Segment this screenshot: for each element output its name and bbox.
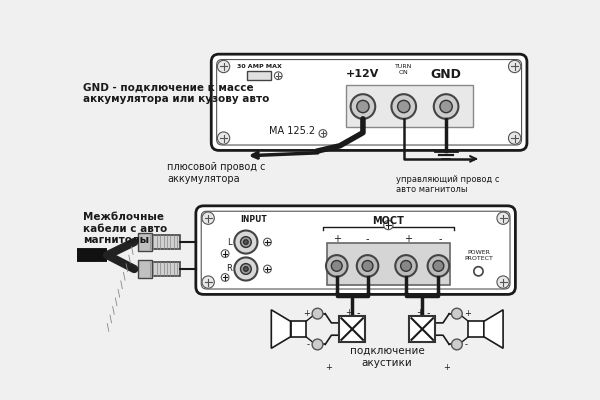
Circle shape <box>384 220 393 230</box>
Circle shape <box>217 60 230 73</box>
Circle shape <box>433 260 444 271</box>
Circle shape <box>241 264 251 274</box>
Bar <box>138 260 152 278</box>
Circle shape <box>263 238 271 246</box>
FancyBboxPatch shape <box>217 60 521 145</box>
Circle shape <box>274 72 282 80</box>
Circle shape <box>434 94 458 119</box>
Polygon shape <box>484 310 503 348</box>
Text: +: + <box>416 308 422 317</box>
Text: МА 125.2: МА 125.2 <box>269 126 315 136</box>
Circle shape <box>429 361 443 374</box>
Text: -: - <box>427 308 430 318</box>
Circle shape <box>263 265 271 273</box>
Text: R: R <box>226 264 232 274</box>
Bar <box>409 316 436 342</box>
Bar <box>327 243 450 285</box>
Circle shape <box>202 212 214 224</box>
Circle shape <box>319 130 327 137</box>
Bar <box>149 262 181 276</box>
FancyBboxPatch shape <box>201 211 510 289</box>
Text: МОСТ: МОСТ <box>373 216 404 226</box>
Polygon shape <box>271 310 290 348</box>
Circle shape <box>391 94 416 119</box>
Bar <box>346 85 473 127</box>
Text: INPUT: INPUT <box>240 215 267 224</box>
Bar <box>247 71 271 80</box>
Circle shape <box>312 308 323 319</box>
Bar <box>138 233 152 251</box>
Text: -: - <box>356 308 360 318</box>
Text: управляющий провод с
авто магнитолы: управляющий провод с авто магнитолы <box>396 175 500 194</box>
Text: POWER
PROTECT: POWER PROTECT <box>464 250 493 261</box>
Circle shape <box>508 60 521 73</box>
Circle shape <box>235 230 257 254</box>
Bar <box>149 235 181 249</box>
Text: +: + <box>303 309 310 318</box>
Text: R: R <box>130 266 134 272</box>
Text: GND - подключение к массе
аккумулятора или кузову авто: GND - подключение к массе аккумулятора и… <box>83 83 269 104</box>
Text: +: + <box>464 309 472 318</box>
Bar <box>290 321 306 337</box>
Circle shape <box>221 250 229 258</box>
Circle shape <box>202 276 214 288</box>
Circle shape <box>235 258 257 280</box>
Text: L: L <box>227 238 231 246</box>
Circle shape <box>217 132 230 144</box>
FancyBboxPatch shape <box>196 206 515 294</box>
Circle shape <box>401 260 412 271</box>
Text: GND: GND <box>431 68 461 81</box>
Circle shape <box>331 260 342 271</box>
Circle shape <box>398 100 410 113</box>
Text: 30 AMP MAX: 30 AMP MAX <box>236 64 281 69</box>
Circle shape <box>244 240 248 244</box>
Text: подключение
акустики: подключение акустики <box>350 346 425 368</box>
Circle shape <box>451 308 462 319</box>
Text: Межблочные
кабели с авто
магнитолы: Межблочные кабели с авто магнитолы <box>83 212 167 245</box>
Circle shape <box>440 100 452 113</box>
Text: -: - <box>438 234 442 244</box>
Circle shape <box>428 255 449 277</box>
Text: +12V: +12V <box>346 69 380 79</box>
Circle shape <box>241 237 251 248</box>
Circle shape <box>357 100 369 113</box>
Text: -: - <box>366 234 370 244</box>
Circle shape <box>362 260 373 271</box>
Circle shape <box>221 274 229 281</box>
Text: L: L <box>130 239 134 245</box>
Text: -: - <box>307 340 310 349</box>
Text: плюсовой провод с
аккумулятора: плюсовой провод с аккумулятора <box>167 162 266 184</box>
Circle shape <box>395 255 417 277</box>
Circle shape <box>497 212 509 224</box>
Text: +: + <box>333 234 341 244</box>
Text: +: + <box>346 308 353 317</box>
FancyBboxPatch shape <box>211 54 527 150</box>
Circle shape <box>331 361 345 374</box>
Bar <box>339 316 365 342</box>
Circle shape <box>357 255 379 277</box>
Circle shape <box>451 339 462 350</box>
Bar <box>469 321 484 337</box>
Text: -: - <box>464 340 467 349</box>
Text: +: + <box>443 363 449 372</box>
Circle shape <box>508 132 521 144</box>
Circle shape <box>474 267 483 276</box>
Circle shape <box>497 276 509 288</box>
Text: TURN
ON: TURN ON <box>395 64 412 75</box>
Circle shape <box>326 255 347 277</box>
Circle shape <box>244 267 248 271</box>
Circle shape <box>350 94 375 119</box>
Circle shape <box>312 339 323 350</box>
Text: +: + <box>325 363 332 372</box>
Text: +: + <box>404 234 412 244</box>
